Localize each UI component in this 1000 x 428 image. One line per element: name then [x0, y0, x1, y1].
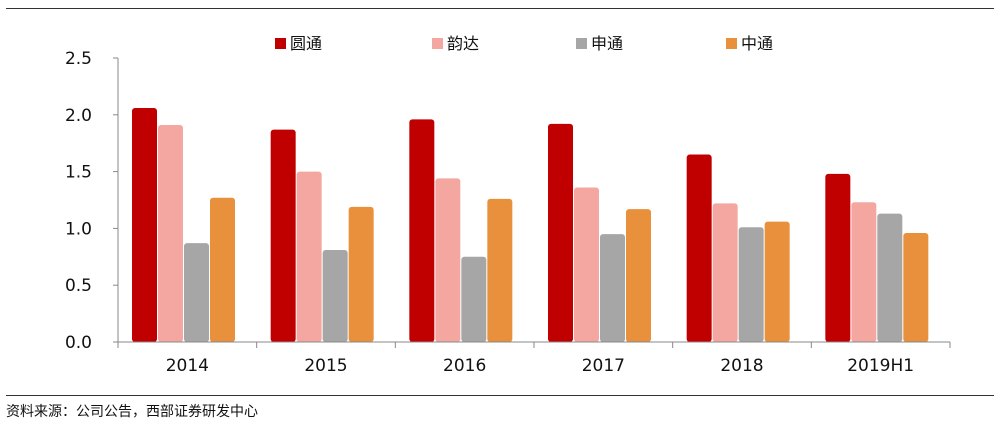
- y-tick-label: 1.5: [65, 163, 92, 183]
- x-axis: 2014 2015 2016 2017 2018 2019H1: [117, 341, 951, 376]
- bar-2014-2: [184, 243, 209, 342]
- y-tick-label: 2.5: [65, 49, 92, 69]
- legend-swatch: [726, 38, 737, 49]
- legend-label: 韵达: [447, 34, 479, 53]
- legend-swatch: [275, 38, 286, 49]
- bar-2019H1-1: [851, 202, 877, 342]
- x-tick-label: 2019H1: [847, 356, 914, 376]
- x-tick-label: 2014: [166, 356, 209, 376]
- bar-2017-0: [548, 123, 573, 342]
- bar-2018-3: [764, 221, 790, 342]
- bar-2014-0: [132, 107, 157, 342]
- bar-2015-2: [322, 249, 348, 342]
- bar-2014-3: [210, 197, 235, 342]
- x-tick-label: 2018: [720, 356, 763, 376]
- bar-2016-3: [487, 198, 513, 342]
- bar-2016-2: [461, 256, 487, 342]
- bar-2015-3: [348, 206, 374, 342]
- bar-2017-1: [574, 187, 599, 342]
- bar-2019H1-0: [825, 173, 851, 342]
- y-tick-label: 1.0: [65, 219, 92, 239]
- bar-2016-1: [435, 178, 461, 342]
- legend-swatch: [432, 38, 443, 49]
- bar-chart: 圆通 韵达 申通 中通 0.0 0.5 1.0 1.5 2.0 2.5 2014 2015 2016…: [65, 34, 951, 376]
- bottom-rule: [6, 395, 994, 396]
- y-tick-label: 2.0: [65, 106, 92, 126]
- bar-2017-3: [626, 209, 651, 342]
- x-tick-label: 2016: [443, 356, 486, 376]
- legend-label: 申通: [591, 34, 623, 53]
- legend-label: 中通: [741, 34, 773, 53]
- bar-2018-0: [686, 154, 712, 342]
- source-note: 资料来源：公司公告，西部证券研发中心: [6, 404, 258, 420]
- bar-2017-2: [600, 234, 625, 342]
- legend-swatch: [576, 38, 587, 49]
- bars: [132, 107, 929, 343]
- bar-2018-1: [712, 203, 738, 342]
- bar-2018-2: [738, 227, 764, 342]
- bar-2015-0: [270, 129, 296, 342]
- bar-2015-1: [296, 171, 322, 342]
- bar-2014-1: [158, 125, 183, 342]
- legend: 圆通 韵达 申通 中通: [275, 34, 773, 53]
- y-tick-label: 0.5: [65, 276, 92, 296]
- legend-label: 圆通: [290, 34, 322, 53]
- bar-2016-0: [409, 119, 435, 343]
- x-tick-label: 2017: [582, 356, 625, 376]
- top-rule: [6, 8, 994, 9]
- x-tick-label: 2015: [304, 356, 347, 376]
- y-tick-label: 0.0: [65, 333, 92, 353]
- y-axis: 0.0 0.5 1.0 1.5 2.0 2.5: [65, 49, 119, 353]
- bar-2019H1-3: [903, 232, 929, 342]
- bar-2019H1-2: [877, 213, 903, 342]
